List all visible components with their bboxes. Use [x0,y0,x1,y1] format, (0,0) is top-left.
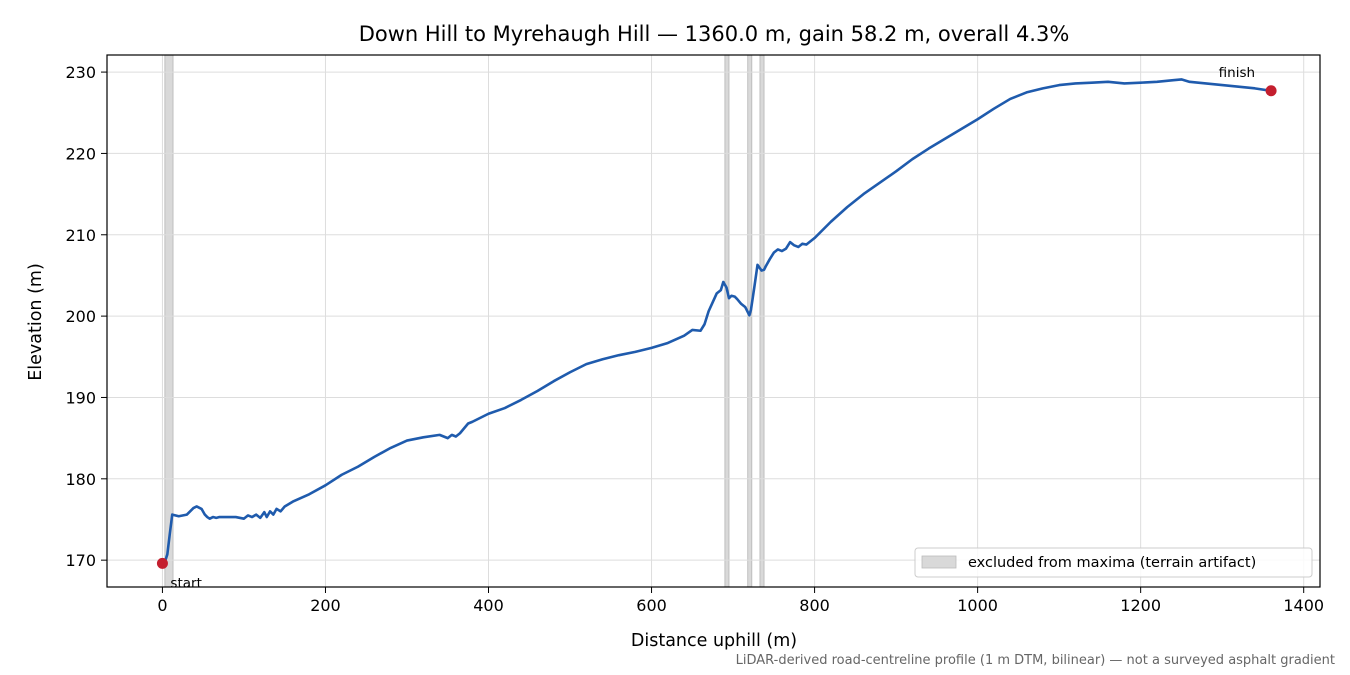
elevation-line [161,78,1273,565]
y-axis-label: Elevation (m) [26,263,46,381]
series-group [161,78,1273,565]
y-tick-label: 180 [65,470,96,489]
x-tick-label: 400 [473,596,504,615]
grid [107,55,1320,587]
excluded-band [164,54,174,588]
endpoint-markers: start finish [156,65,1277,591]
chart-title: Down Hill to Myrehaugh Hill — 1360.0 m, … [359,22,1070,46]
y-tick-label: 210 [65,226,96,245]
x-tick-label: 600 [636,596,667,615]
y-tick-label: 200 [65,307,96,326]
x-tick-label: 1200 [1120,596,1161,615]
x-tick-label: 1400 [1283,596,1324,615]
legend: excluded from maxima (terrain artifact) [914,547,1313,578]
legend-box [914,547,1313,578]
excluded-bands [164,54,765,588]
excluded-band [724,54,730,588]
y-tick-label: 230 [65,63,96,82]
x-tick-label: 800 [799,596,830,615]
finish-label: finish [1219,65,1255,81]
plot-frame [106,54,1321,588]
x-tick-label: 1000 [957,596,998,615]
footnote: LiDAR-derived road-centreline profile (1… [736,653,1335,668]
excluded-band [759,54,765,588]
y-tick-label: 190 [65,388,96,407]
x-axis-ticks: 0 200 400 600 800 1000 1200 1400 [157,587,1324,615]
legend-swatch [921,555,957,569]
x-axis-label: Distance uphill (m) [631,631,797,651]
x-tick-label: 200 [310,596,341,615]
start-marker [156,557,168,569]
y-tick-label: 170 [65,551,96,570]
y-axis-ticks: 170 180 190 200 210 220 230 [65,63,107,570]
excluded-band [747,54,753,588]
x-tick-label: 0 [157,596,167,615]
y-tick-label: 220 [65,144,96,163]
legend-label: excluded from maxima (terrain artifact) [968,555,1256,571]
finish-marker [1265,85,1277,97]
start-label: start [170,575,201,591]
